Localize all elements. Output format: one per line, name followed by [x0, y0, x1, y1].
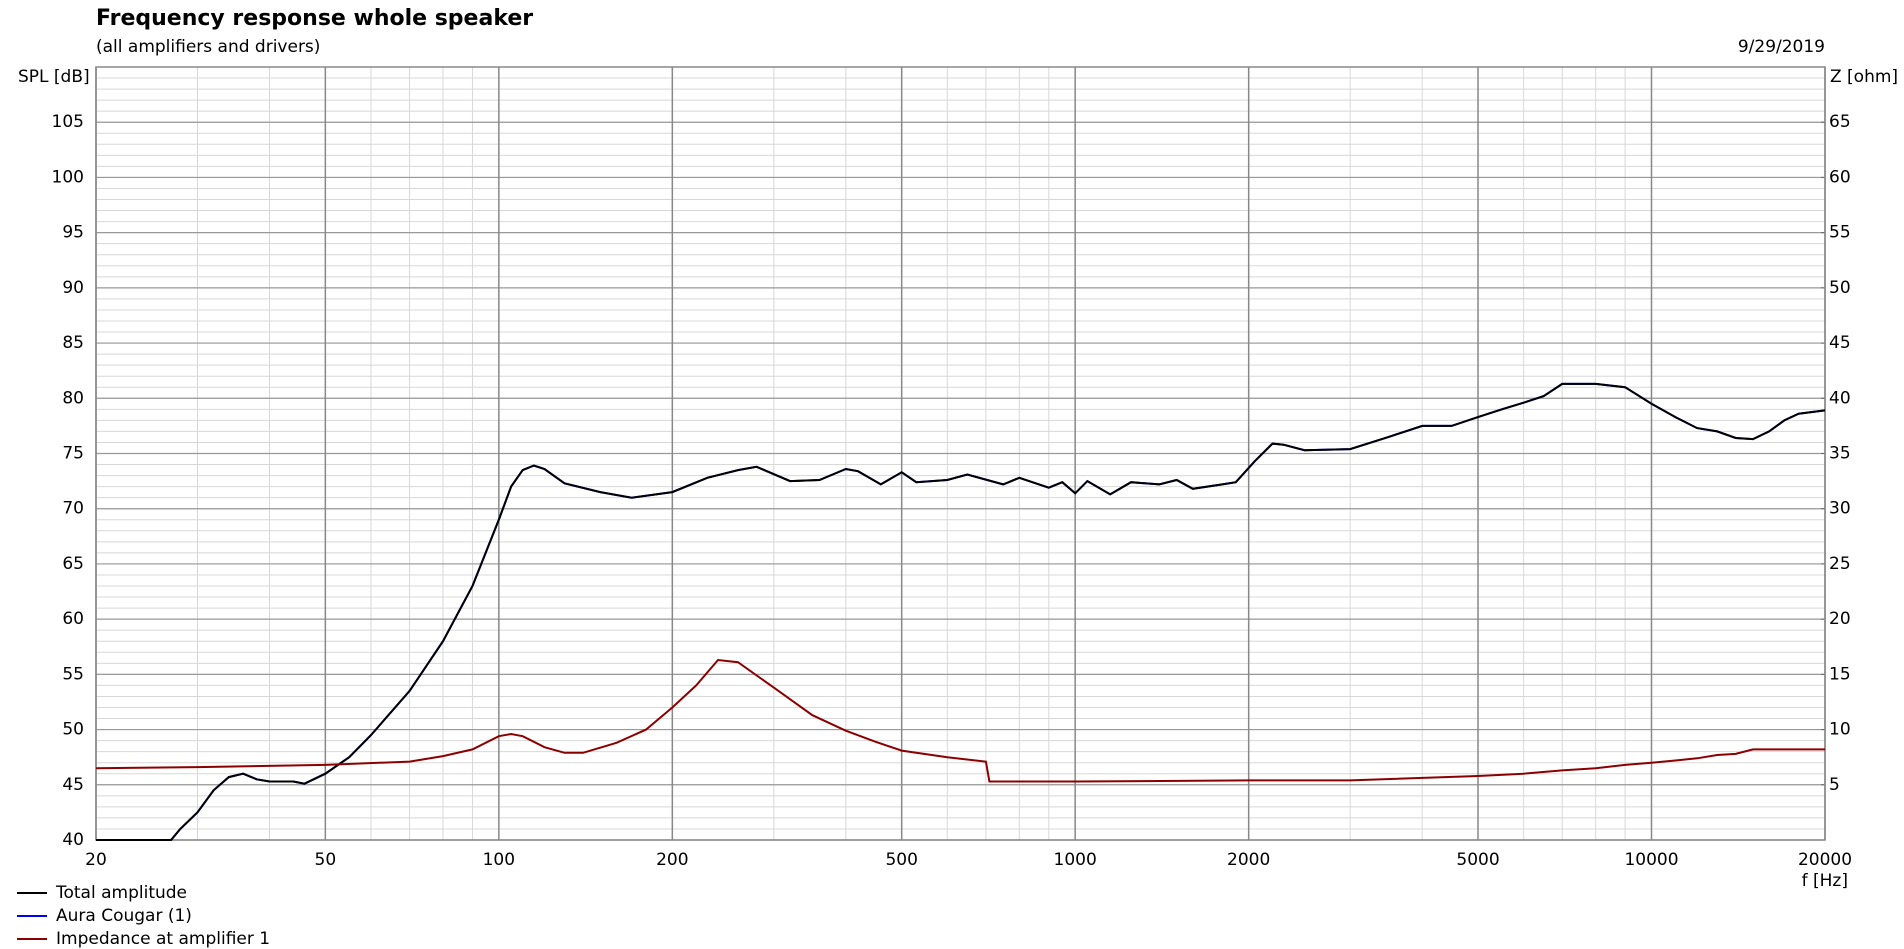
- y2-tick-label: 50: [1829, 278, 1851, 298]
- y-tick-label: 75: [62, 444, 84, 464]
- x-tick-label: 200: [656, 850, 688, 870]
- y-tick-label: 100: [52, 167, 84, 187]
- y-tick-label: 90: [62, 278, 84, 298]
- y2-tick-label: 15: [1829, 664, 1851, 684]
- legend-label: Aura Cougar (1): [56, 906, 192, 926]
- x-tick-label: 500: [885, 850, 917, 870]
- x-tick-label: 2000: [1227, 850, 1270, 870]
- y2-tick-label: 10: [1829, 720, 1851, 740]
- y-tick-label: 55: [62, 664, 84, 684]
- plot-frame: [95, 66, 1826, 841]
- y2-tick-label: 25: [1829, 554, 1851, 574]
- y2-tick-label: 20: [1829, 609, 1851, 629]
- y-tick-label: 80: [62, 388, 84, 408]
- y2-tick-label: 45: [1829, 333, 1851, 353]
- y-tick-label: 60: [62, 609, 84, 629]
- series-line: [96, 382, 1826, 841]
- y2-tick-label: 55: [1829, 223, 1851, 243]
- series-line: [95, 658, 1825, 783]
- legend-label: Impedance at amplifier 1: [56, 929, 270, 949]
- y2-tick-label: 35: [1829, 444, 1851, 464]
- x-tick-label: 10000: [1624, 850, 1678, 870]
- x-tick-label: 1000: [1054, 850, 1097, 870]
- x-tick-label: 5000: [1456, 850, 1499, 870]
- x-tick-label: 20: [85, 850, 107, 870]
- y-tick-label: 50: [62, 720, 84, 740]
- y2-tick-label: 65: [1829, 112, 1851, 132]
- legend-label: Total amplitude: [55, 883, 187, 903]
- y-tick-label: 45: [62, 775, 84, 795]
- y-tick-label: 95: [62, 223, 84, 243]
- y-tick-label: 65: [62, 554, 84, 574]
- y2-tick-label: 30: [1829, 499, 1851, 519]
- y-axis-label: SPL [dB]: [18, 67, 90, 87]
- y-tick-label: 85: [62, 333, 84, 353]
- x-tick-label: 50: [315, 850, 337, 870]
- y2-axis-label: Z [ohm]: [1830, 67, 1898, 87]
- x-tick-label: 20000: [1798, 850, 1852, 870]
- y2-tick-label: 40: [1829, 388, 1851, 408]
- series-line: [96, 382, 1826, 841]
- chart-subtitle: (all amplifiers and drivers): [96, 37, 320, 57]
- chart-title: Frequency response whole speaker: [96, 6, 533, 31]
- x-tick-label: 100: [483, 850, 515, 870]
- y2-tick-label: 60: [1829, 167, 1851, 187]
- y2-tick-label: 5: [1829, 775, 1840, 795]
- date: 9/29/2019: [1738, 37, 1825, 57]
- y-tick-label: 105: [52, 112, 84, 132]
- y-tick-label: 40: [62, 830, 84, 850]
- y-tick-label: 70: [62, 499, 84, 519]
- x-axis-label: f [Hz]: [1802, 871, 1848, 891]
